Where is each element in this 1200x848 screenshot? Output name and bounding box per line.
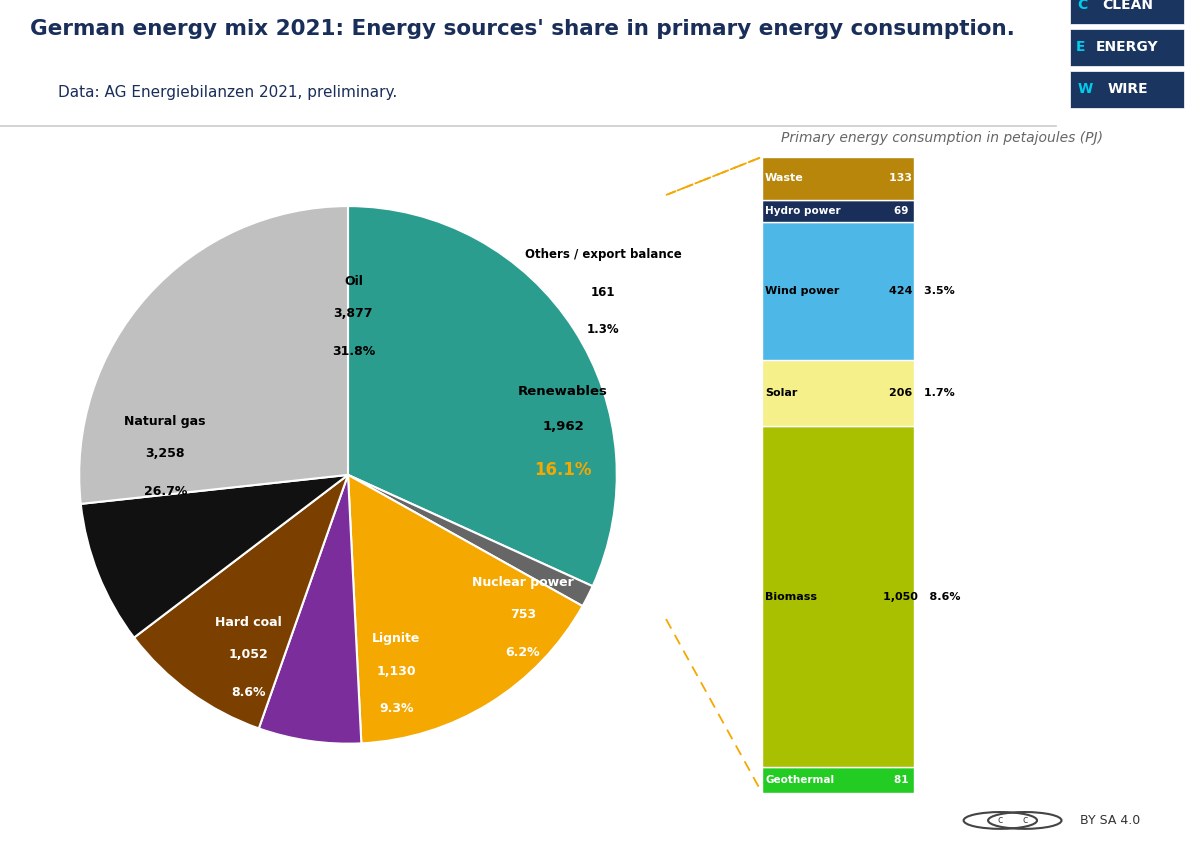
- Text: Lignite: Lignite: [372, 633, 420, 645]
- Text: Others / export balance: Others / export balance: [524, 248, 682, 261]
- Text: 1,052: 1,052: [229, 649, 269, 661]
- Text: BY SA 4.0: BY SA 4.0: [1080, 814, 1141, 827]
- Text: 31.8%: 31.8%: [331, 345, 376, 358]
- Wedge shape: [348, 475, 582, 744]
- Bar: [762, 200, 914, 222]
- Text: 69   0.6%: 69 0.6%: [894, 206, 949, 216]
- Text: 1.3%: 1.3%: [587, 323, 619, 336]
- Text: 8.6%: 8.6%: [232, 686, 265, 699]
- Text: WIRE: WIRE: [1108, 82, 1147, 97]
- Text: Geothermal: Geothermal: [766, 775, 834, 784]
- Text: Wind power: Wind power: [766, 286, 840, 296]
- Bar: [762, 427, 914, 767]
- Text: E: E: [1076, 41, 1086, 54]
- Text: ENERGY: ENERGY: [1096, 41, 1159, 54]
- Bar: [762, 157, 914, 200]
- Text: 6.2%: 6.2%: [505, 646, 540, 659]
- Text: Nuclear power: Nuclear power: [472, 576, 574, 589]
- Text: German energy mix 2021: Energy sources' share in primary energy consumption.: German energy mix 2021: Energy sources' …: [30, 19, 1015, 39]
- Text: c: c: [997, 816, 1003, 825]
- Text: 424   3.5%: 424 3.5%: [889, 286, 954, 296]
- FancyBboxPatch shape: [1070, 71, 1184, 108]
- Wedge shape: [134, 475, 348, 728]
- Text: 1,962: 1,962: [542, 420, 584, 433]
- Text: c: c: [1022, 816, 1027, 825]
- Text: 133   1.1%: 133 1.1%: [889, 174, 954, 183]
- Text: Natural gas: Natural gas: [125, 415, 206, 427]
- Wedge shape: [348, 475, 593, 606]
- Bar: [762, 222, 914, 360]
- Text: Hard coal: Hard coal: [215, 616, 282, 629]
- Text: 1,130: 1,130: [377, 665, 416, 678]
- Text: 16.1%: 16.1%: [534, 460, 592, 478]
- Text: 81   0.7%: 81 0.7%: [894, 775, 949, 784]
- Text: Renewables: Renewables: [518, 385, 608, 398]
- Wedge shape: [80, 475, 348, 638]
- Text: 1,050   8.6%: 1,050 8.6%: [883, 592, 960, 601]
- Text: 3,877: 3,877: [334, 307, 373, 320]
- Text: Data: AG Energiebilanzen 2021, preliminary.: Data: AG Energiebilanzen 2021, prelimina…: [58, 85, 397, 99]
- Text: 753: 753: [510, 608, 535, 621]
- Text: 3,258: 3,258: [145, 447, 185, 460]
- Text: Primary energy consumption in petajoules (PJ): Primary energy consumption in petajoules…: [781, 131, 1103, 145]
- Text: Waste: Waste: [766, 174, 804, 183]
- Wedge shape: [259, 475, 361, 744]
- Text: CLEAN: CLEAN: [1102, 0, 1153, 12]
- Wedge shape: [348, 206, 617, 586]
- Text: Solar: Solar: [766, 388, 798, 398]
- Bar: [762, 767, 914, 793]
- Wedge shape: [79, 206, 348, 504]
- Text: Oil: Oil: [344, 275, 362, 287]
- Text: 161: 161: [592, 286, 616, 298]
- Text: Biomass: Biomass: [766, 592, 817, 601]
- Text: Hydro power: Hydro power: [766, 206, 841, 216]
- Text: C: C: [1078, 0, 1088, 12]
- FancyBboxPatch shape: [1070, 0, 1184, 24]
- Text: 206   1.7%: 206 1.7%: [889, 388, 954, 398]
- Text: W: W: [1078, 82, 1093, 97]
- Bar: [762, 360, 914, 427]
- FancyBboxPatch shape: [1070, 29, 1184, 66]
- Text: 9.3%: 9.3%: [379, 702, 414, 715]
- Text: 26.7%: 26.7%: [144, 484, 187, 498]
